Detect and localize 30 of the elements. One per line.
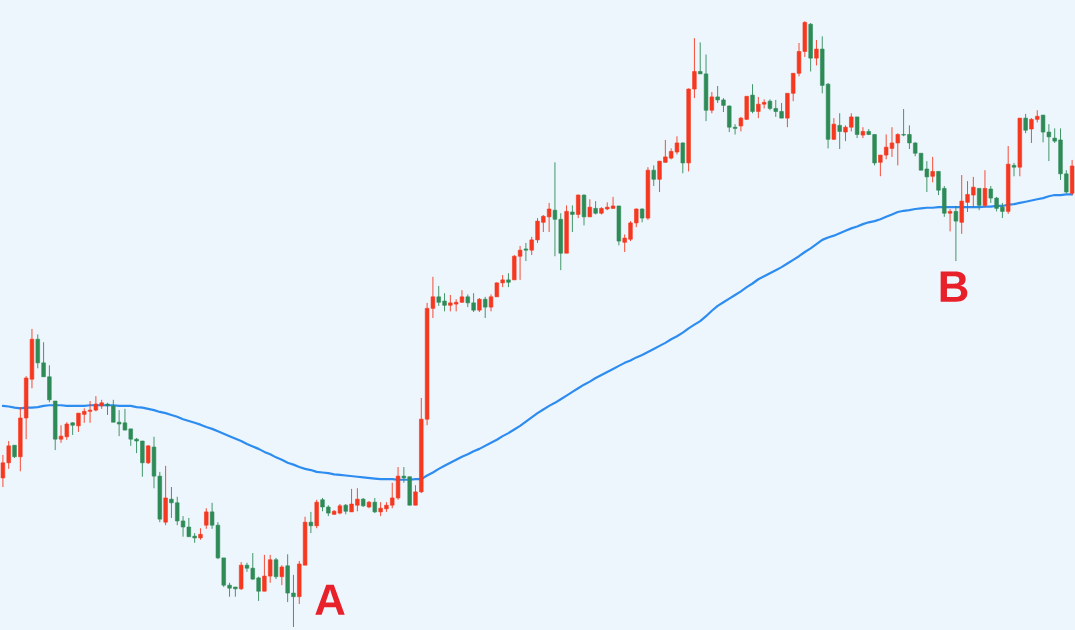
candlestick xyxy=(814,39,819,66)
candlestick xyxy=(273,557,279,580)
candlestick xyxy=(308,511,314,534)
candlestick xyxy=(581,194,587,226)
candlestick xyxy=(854,116,860,139)
candlestick xyxy=(930,156,935,183)
candlestick xyxy=(576,194,581,219)
candlestick xyxy=(1023,113,1028,134)
candlestick xyxy=(314,499,319,529)
candlestick xyxy=(279,564,284,586)
candlestick xyxy=(976,187,982,211)
annotation: B xyxy=(940,271,968,302)
annotation: A xyxy=(315,584,345,615)
candlestick xyxy=(831,117,837,141)
candlestick xyxy=(651,164,656,187)
candlestick xyxy=(239,561,244,591)
candlestick xyxy=(947,208,953,232)
candlestick xyxy=(204,507,209,530)
candlestick xyxy=(483,296,488,319)
candlestick xyxy=(680,141,685,174)
candlestick xyxy=(837,112,842,150)
candlestick xyxy=(953,205,959,262)
candlestick xyxy=(709,91,714,114)
candlestick xyxy=(750,83,755,114)
candlestick xyxy=(860,126,866,139)
candlestick xyxy=(523,242,529,262)
candlestick xyxy=(570,204,575,233)
candlestick xyxy=(982,169,988,208)
candlestick xyxy=(146,444,151,465)
candlestick xyxy=(1011,162,1017,177)
